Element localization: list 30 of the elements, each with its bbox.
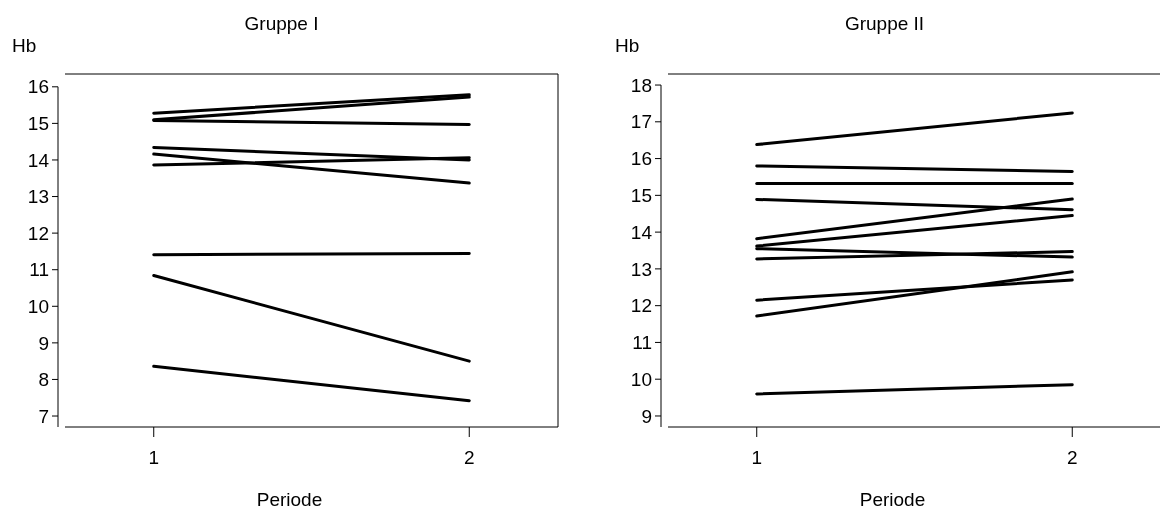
y-tick-label: 18 [630, 74, 652, 96]
x-tick-label: 1 [148, 447, 160, 468]
y-tick-label: 15 [27, 113, 49, 135]
y-tick-label: 13 [27, 186, 49, 208]
x-axis-title: Periode [859, 489, 926, 510]
y-tick-label: 7 [38, 405, 49, 427]
y-tick-label: 12 [630, 295, 652, 317]
y-axis-title: Hb [615, 35, 640, 56]
y-tick-label: 8 [38, 369, 49, 391]
y-tick-label: 12 [27, 222, 49, 244]
y-tick-label: 14 [27, 149, 50, 171]
y-tick-label: 11 [632, 332, 652, 354]
y-tick-label: 13 [630, 258, 652, 280]
y-axis-title: Hb [12, 35, 37, 56]
x-tick-label: 2 [1066, 447, 1078, 468]
chart-title: Gruppe I [244, 13, 319, 34]
y-tick-label: 16 [27, 76, 49, 98]
x-tick-label: 2 [463, 447, 475, 468]
y-tick-label: 9 [641, 405, 652, 427]
y-tick-label: 11 [29, 259, 49, 281]
x-tick-label: 1 [751, 447, 763, 468]
y-tick-label: 17 [630, 111, 652, 133]
x-axis-title: Periode [256, 489, 323, 510]
y-tick-label: 10 [27, 295, 49, 317]
y-tick-label: 9 [38, 332, 49, 354]
y-tick-label: 14 [630, 221, 653, 243]
chart-title: Gruppe II [844, 13, 925, 34]
y-tick-label: 15 [630, 184, 652, 206]
y-tick-label: 10 [630, 368, 652, 390]
y-tick-label: 16 [630, 148, 652, 170]
